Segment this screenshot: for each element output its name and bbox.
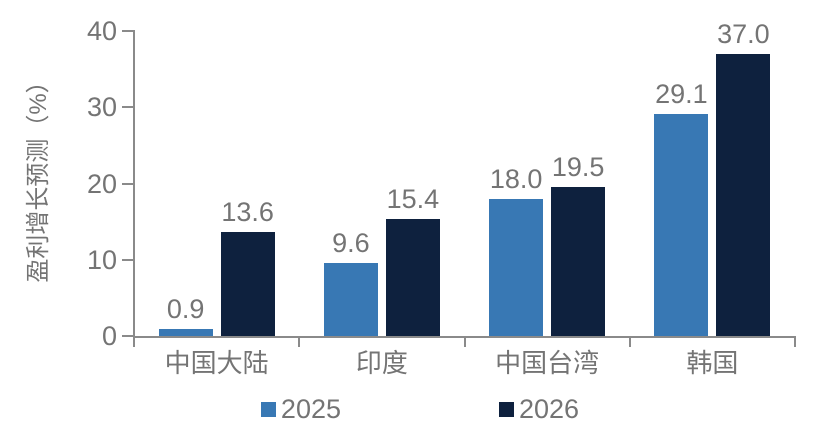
y-tick-mark-10 bbox=[122, 258, 135, 261]
legend: 2025 2026 bbox=[11, 392, 818, 426]
bar-2025-3 bbox=[654, 114, 709, 336]
legend-label-2025: 2025 bbox=[280, 394, 341, 424]
y-tick-mark-40 bbox=[122, 30, 135, 32]
y-tick-mark-0 bbox=[122, 335, 135, 337]
x-tick-mark-3 bbox=[628, 336, 631, 347]
legend-item-2025: 2025 bbox=[260, 394, 341, 424]
bar-value-label-2025-0: 0.9 bbox=[166, 294, 205, 325]
y-tick-mark-20 bbox=[122, 182, 135, 185]
bar-2026-2 bbox=[551, 187, 606, 336]
bar-2026-3 bbox=[716, 53, 771, 336]
bar-value-label-2026-3: 37.0 bbox=[717, 18, 770, 49]
bar-value-label-2025-2: 18.0 bbox=[489, 163, 543, 194]
y-tick-label-40: 40 bbox=[86, 16, 117, 46]
category-label-1: 印度 bbox=[355, 348, 408, 378]
x-tick-mark-1 bbox=[298, 336, 301, 347]
legend-label-2026: 2026 bbox=[519, 394, 580, 424]
y-tick-mark-30 bbox=[122, 106, 135, 109]
bar-value-label-2026-0: 13.6 bbox=[221, 197, 274, 228]
x-tick-mark-4 bbox=[794, 336, 796, 347]
y-tick-label-0: 0 bbox=[101, 321, 117, 351]
bar-value-label-2026-2: 19.5 bbox=[551, 152, 605, 183]
category-label-2: 中国台湾 bbox=[495, 348, 600, 378]
category-label-0: 中国大陆 bbox=[164, 348, 269, 378]
bar-2025-2 bbox=[489, 198, 544, 336]
legend-swatch-icon-2026 bbox=[499, 401, 514, 417]
bar-2026-1 bbox=[385, 218, 440, 336]
legend-item-2026: 2026 bbox=[499, 394, 579, 424]
bar-2026-0 bbox=[220, 232, 275, 336]
legend-swatch-icon-2025 bbox=[260, 401, 276, 417]
bar-value-label-2025-3: 29.1 bbox=[655, 79, 708, 110]
bar-2025-0 bbox=[158, 329, 213, 336]
bar-value-label-2026-1: 15.4 bbox=[386, 183, 440, 214]
bar-2025-1 bbox=[323, 262, 378, 336]
y-tick-label-10: 10 bbox=[86, 244, 117, 275]
y-tick-label-20: 20 bbox=[86, 168, 117, 199]
category-label-3: 韩国 bbox=[686, 348, 739, 378]
x-tick-mark-0 bbox=[133, 336, 135, 347]
y-axis-line bbox=[133, 31, 135, 338]
bar-value-label-2025-1: 9.6 bbox=[332, 227, 370, 258]
y-tick-label-30: 30 bbox=[86, 92, 117, 123]
x-tick-mark-2 bbox=[463, 336, 466, 347]
